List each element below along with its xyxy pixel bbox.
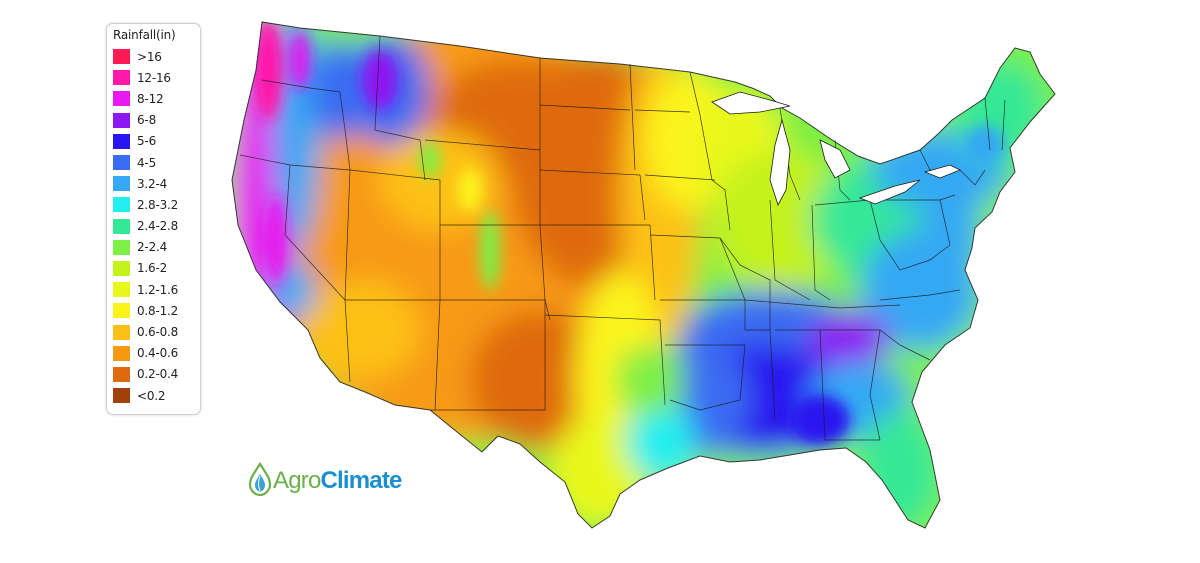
legend-item: 1.6-2 (113, 258, 194, 279)
legend-item: 12-16 (113, 67, 194, 88)
legend-item: 0.4-0.6 (113, 343, 194, 364)
legend-label: 5-6 (137, 134, 156, 149)
legend-swatch (113, 282, 130, 298)
logo-text-agro: Agro (273, 467, 321, 494)
legend-swatch (113, 324, 130, 340)
legend-swatch (113, 112, 130, 128)
legend-swatch (113, 70, 130, 86)
legend-item: >16 (113, 46, 194, 67)
logo-text-climate: Climate (320, 467, 403, 494)
legend-item: 6-8 (113, 110, 194, 131)
leaf-drop-icon (248, 462, 272, 497)
legend-swatch (113, 303, 130, 319)
legend-item: 0.6-0.8 (113, 321, 194, 342)
legend-swatch (113, 239, 130, 255)
legend-label: 8-12 (137, 91, 164, 106)
legend-swatch (113, 133, 130, 149)
legend-label: 12-16 (137, 70, 171, 85)
great-lakes (711, 91, 961, 207)
legend-label: 0.6-0.8 (137, 325, 179, 340)
legend-label: >16 (137, 49, 162, 64)
legend-swatch (113, 176, 130, 192)
legend-label: 2-2.4 (137, 240, 168, 255)
legend-swatch (113, 197, 130, 213)
agroclimate-logo: AgroClimate (247, 462, 432, 498)
legend-label: 0.4-0.6 (137, 346, 179, 361)
legend-label: 0.8-1.2 (137, 303, 179, 318)
legend-item: 1.2-1.6 (113, 279, 194, 300)
state-boundaries (231, 21, 1056, 529)
legend-swatch (113, 345, 130, 361)
legend-swatch (113, 91, 130, 107)
legend-label: <0.2 (137, 388, 166, 403)
legend-label: 1.6-2 (137, 261, 168, 276)
legend-item: 2.4-2.8 (113, 216, 194, 237)
logo-text: AgroClimate (273, 467, 402, 495)
legend-item: 5-6 (113, 131, 194, 152)
legend-item: 2.8-3.2 (113, 194, 194, 215)
legend-swatch (113, 260, 130, 276)
legend-swatch (113, 218, 130, 234)
legend-label: 4-5 (137, 155, 156, 170)
legend-items: >16 12-16 8-12 6-8 5-6 4-5 3.2-4 2.8-3.2… (113, 46, 194, 406)
legend-item: 3.2-4 (113, 173, 194, 194)
legend-label: 0.2-0.4 (137, 367, 179, 382)
legend-label: 2.8-3.2 (137, 197, 179, 212)
legend-title: Rainfall(in) (113, 28, 176, 42)
legend-item: 2-2.4 (113, 237, 194, 258)
legend: Rainfall(in) >16 12-16 8-12 6-8 5-6 4-5 … (106, 23, 201, 415)
legend-item: 0.2-0.4 (113, 364, 194, 385)
legend-swatch (113, 155, 130, 171)
legend-swatch (113, 388, 130, 404)
legend-item: 4-5 (113, 152, 194, 173)
legend-item: 8-12 (113, 88, 194, 109)
legend-label: 2.4-2.8 (137, 219, 179, 234)
legend-item: <0.2 (113, 385, 194, 406)
legend-label: 3.2-4 (137, 176, 168, 191)
legend-swatch (113, 366, 130, 382)
legend-item: 0.8-1.2 (113, 300, 194, 321)
legend-label: 1.2-1.6 (137, 282, 179, 297)
legend-label: 6-8 (137, 113, 156, 128)
legend-swatch (113, 49, 130, 65)
